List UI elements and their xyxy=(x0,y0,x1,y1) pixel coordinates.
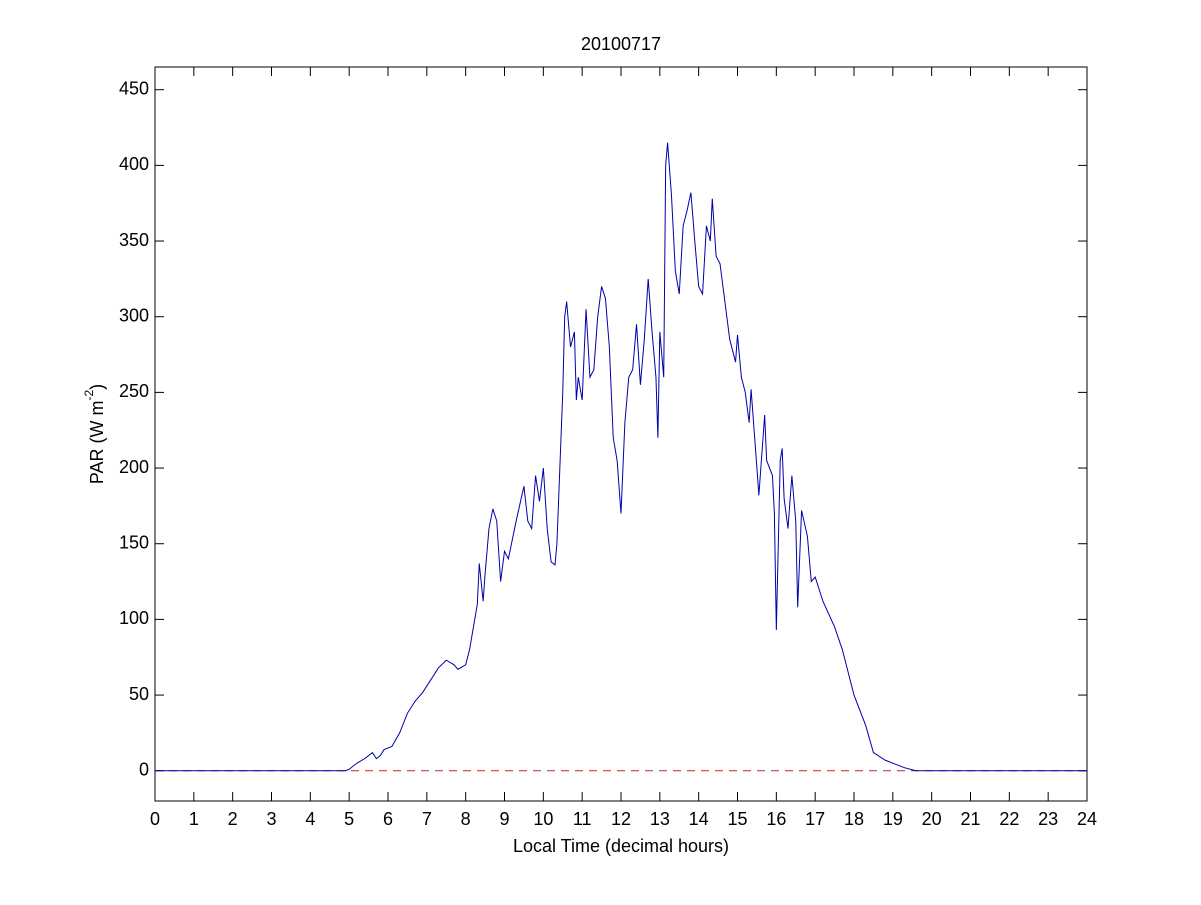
x-tick-label: 22 xyxy=(999,809,1019,829)
y-tick-label: 450 xyxy=(119,78,149,98)
x-tick-label: 20 xyxy=(922,809,942,829)
y-tick-label: 100 xyxy=(119,608,149,628)
y-axis-label: PAR (W m-2) xyxy=(82,384,107,484)
x-tick-label: 10 xyxy=(533,809,553,829)
x-tick-label: 9 xyxy=(499,809,509,829)
x-tick-label: 17 xyxy=(805,809,825,829)
x-tick-label: 2 xyxy=(228,809,238,829)
y-axis-label-sup: -2 xyxy=(82,390,96,401)
x-axis-label: Local Time (decimal hours) xyxy=(513,836,729,856)
data-line xyxy=(155,142,1087,772)
x-tick-label: 11 xyxy=(573,809,592,829)
y-tick-label: 300 xyxy=(119,305,149,325)
x-tick-label: 8 xyxy=(461,809,471,829)
x-tick-label: 18 xyxy=(844,809,864,829)
x-tick-label: 7 xyxy=(422,809,432,829)
x-tick-label: 4 xyxy=(305,809,315,829)
x-tick-label: 21 xyxy=(960,809,980,829)
y-axis-label-part: ) xyxy=(87,384,107,390)
x-tick-label: 6 xyxy=(383,809,393,829)
x-tick-label: 14 xyxy=(689,809,709,829)
chart-title: 20100717 xyxy=(581,34,661,54)
y-tick-label: 150 xyxy=(119,532,149,552)
plot-frame xyxy=(154,66,1088,802)
x-tick-label: 15 xyxy=(727,809,747,829)
y-tick-label: 50 xyxy=(129,684,149,704)
y-tick-label: 0 xyxy=(139,759,149,779)
x-tick-label: 19 xyxy=(883,809,903,829)
y-tick-label: 200 xyxy=(119,457,149,477)
y-tick-label: 400 xyxy=(119,154,149,174)
x-tick-label: 0 xyxy=(150,809,160,829)
x-tick-label: 3 xyxy=(266,809,276,829)
y-tick-label: 250 xyxy=(119,381,149,401)
x-tick-label: 13 xyxy=(650,809,670,829)
x-tick-label: 1 xyxy=(189,809,199,829)
x-tick-label: 5 xyxy=(344,809,354,829)
x-tick-label: 24 xyxy=(1077,809,1097,829)
x-tick-label: 16 xyxy=(766,809,786,829)
x-tick-label: 23 xyxy=(1038,809,1058,829)
x-tick-label: 12 xyxy=(611,809,631,829)
y-tick-label: 350 xyxy=(119,230,149,250)
y-axis-label-part: PAR (W m xyxy=(87,401,107,485)
